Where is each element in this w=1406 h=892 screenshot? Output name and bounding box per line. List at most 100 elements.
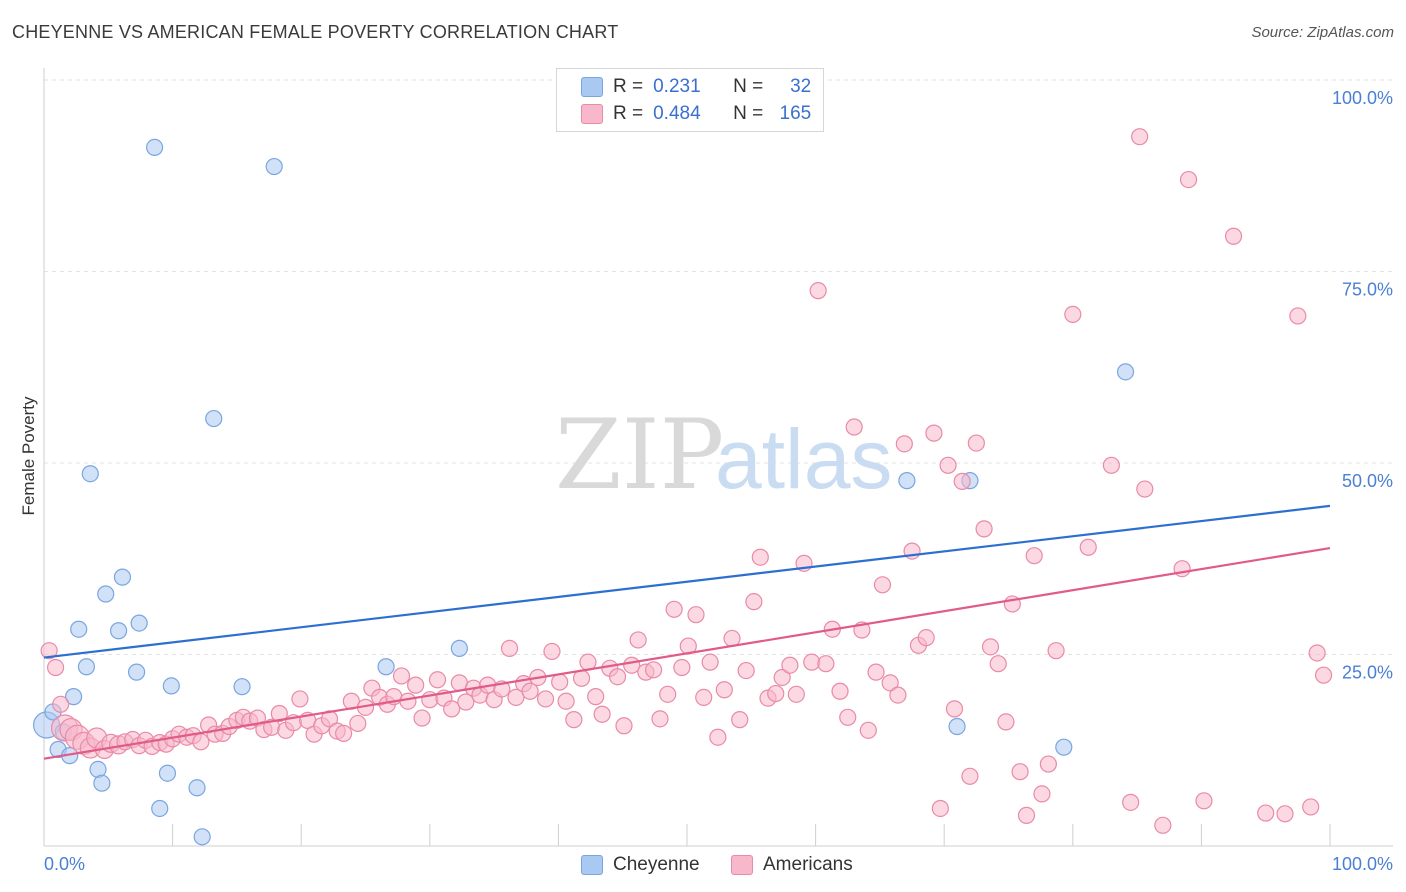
point-americans <box>809 282 827 300</box>
point-americans <box>593 705 611 723</box>
point-americans <box>709 728 727 746</box>
point-cheyenne <box>113 568 132 586</box>
point-cheyenne <box>162 677 180 695</box>
point-americans <box>413 709 431 727</box>
point-americans <box>1131 128 1149 146</box>
point-americans <box>701 653 719 671</box>
point-americans <box>1122 793 1140 811</box>
point-americans <box>551 673 569 691</box>
series-label-cheyenne: Cheyenne <box>613 854 700 875</box>
point-americans <box>881 674 899 692</box>
series-swatch-americans <box>731 855 753 875</box>
legend-swatch-cheyenne <box>581 77 603 97</box>
point-americans <box>945 700 964 718</box>
legend-row-americans: R = 0.484 N = 165 <box>581 102 811 126</box>
point-cheyenne <box>233 678 251 696</box>
point-americans <box>1047 642 1065 660</box>
point-cheyenne <box>898 472 916 490</box>
series-label-americans: Americans <box>763 854 853 875</box>
point-americans <box>975 520 993 538</box>
point-americans <box>399 692 417 710</box>
point-americans <box>967 434 985 452</box>
point-americans <box>543 642 561 661</box>
point-americans <box>521 682 539 700</box>
point-americans <box>52 695 70 713</box>
point-americans <box>392 667 411 685</box>
series-swatch-cheyenne <box>581 855 603 875</box>
point-americans <box>751 548 769 566</box>
point-cheyenne <box>93 774 111 792</box>
point-americans <box>270 704 288 723</box>
watermark-zip: ZIP <box>555 399 724 511</box>
point-americans <box>629 631 647 649</box>
point-cheyenne <box>1116 363 1135 381</box>
point-americans <box>839 708 857 726</box>
point-cheyenne <box>77 658 96 676</box>
point-americans <box>961 767 979 785</box>
point-americans <box>428 671 447 689</box>
point-americans <box>767 684 785 703</box>
point-americans <box>1195 792 1213 810</box>
point-americans <box>1289 307 1307 325</box>
point-cheyenne <box>265 157 283 176</box>
point-cheyenne <box>1055 738 1073 756</box>
correlation-legend: R = 0.231 N = 32 R = 0.484 N = 165 <box>556 68 824 132</box>
point-americans <box>1257 804 1275 822</box>
point-americans <box>507 688 525 706</box>
series-legend-cheyenne: Cheyenne <box>581 852 700 878</box>
watermark: ZIP atlas <box>555 399 892 511</box>
point-cheyenne <box>145 138 164 157</box>
point-cheyenne <box>158 764 177 782</box>
point-americans <box>917 629 935 647</box>
y-tick-labels: 25.0% 50.0% 75.0% 100.0% <box>1332 88 1393 683</box>
point-americans <box>1136 480 1154 498</box>
point-americans <box>349 714 367 733</box>
point-americans <box>407 676 425 694</box>
point-americans <box>623 656 641 674</box>
point-americans <box>873 576 892 594</box>
point-americans <box>687 606 705 624</box>
trend-line-cheyenne <box>43 504 1331 659</box>
point-americans <box>557 692 575 710</box>
point-cheyenne <box>450 639 468 657</box>
legend-r-label: R = <box>613 103 644 124</box>
series-legend-americans: Americans <box>731 852 853 878</box>
point-cheyenne <box>151 799 169 818</box>
point-americans <box>673 658 691 677</box>
point-americans <box>1308 644 1326 662</box>
point-cheyenne <box>188 779 206 797</box>
point-cheyenne <box>193 828 211 846</box>
point-americans <box>939 456 957 474</box>
point-americans <box>997 713 1015 731</box>
point-americans <box>695 688 713 706</box>
point-americans <box>867 663 885 681</box>
legend-r-value: 0.231 <box>653 76 701 97</box>
point-americans <box>1302 798 1320 816</box>
source-note: Source: ZipAtlas.com <box>1251 24 1394 41</box>
legend-n-value: 32 <box>790 76 812 97</box>
point-americans <box>1011 763 1029 781</box>
point-americans <box>731 711 749 729</box>
point-americans <box>1154 816 1172 834</box>
point-americans <box>1314 666 1333 684</box>
point-cheyenne <box>127 663 146 681</box>
point-americans <box>981 638 1000 656</box>
axes <box>43 68 1393 847</box>
point-americans <box>608 668 627 686</box>
trend-line-americans <box>43 546 1331 760</box>
point-americans <box>40 642 58 660</box>
legend-swatch-americans <box>581 104 603 124</box>
point-americans <box>1179 170 1198 189</box>
legend-n-label: N = <box>733 76 764 97</box>
point-americans <box>615 717 633 735</box>
point-americans <box>831 682 849 700</box>
point-americans <box>335 724 353 742</box>
x-tick-label-max: 100.0% <box>1332 854 1393 874</box>
legend-n-value: 165 <box>779 103 812 124</box>
y-tick-label: 50.0% <box>1342 471 1393 491</box>
point-cheyenne <box>70 620 88 638</box>
point-americans <box>781 656 799 674</box>
point-cheyenne <box>377 658 395 676</box>
point-americans <box>745 593 763 611</box>
